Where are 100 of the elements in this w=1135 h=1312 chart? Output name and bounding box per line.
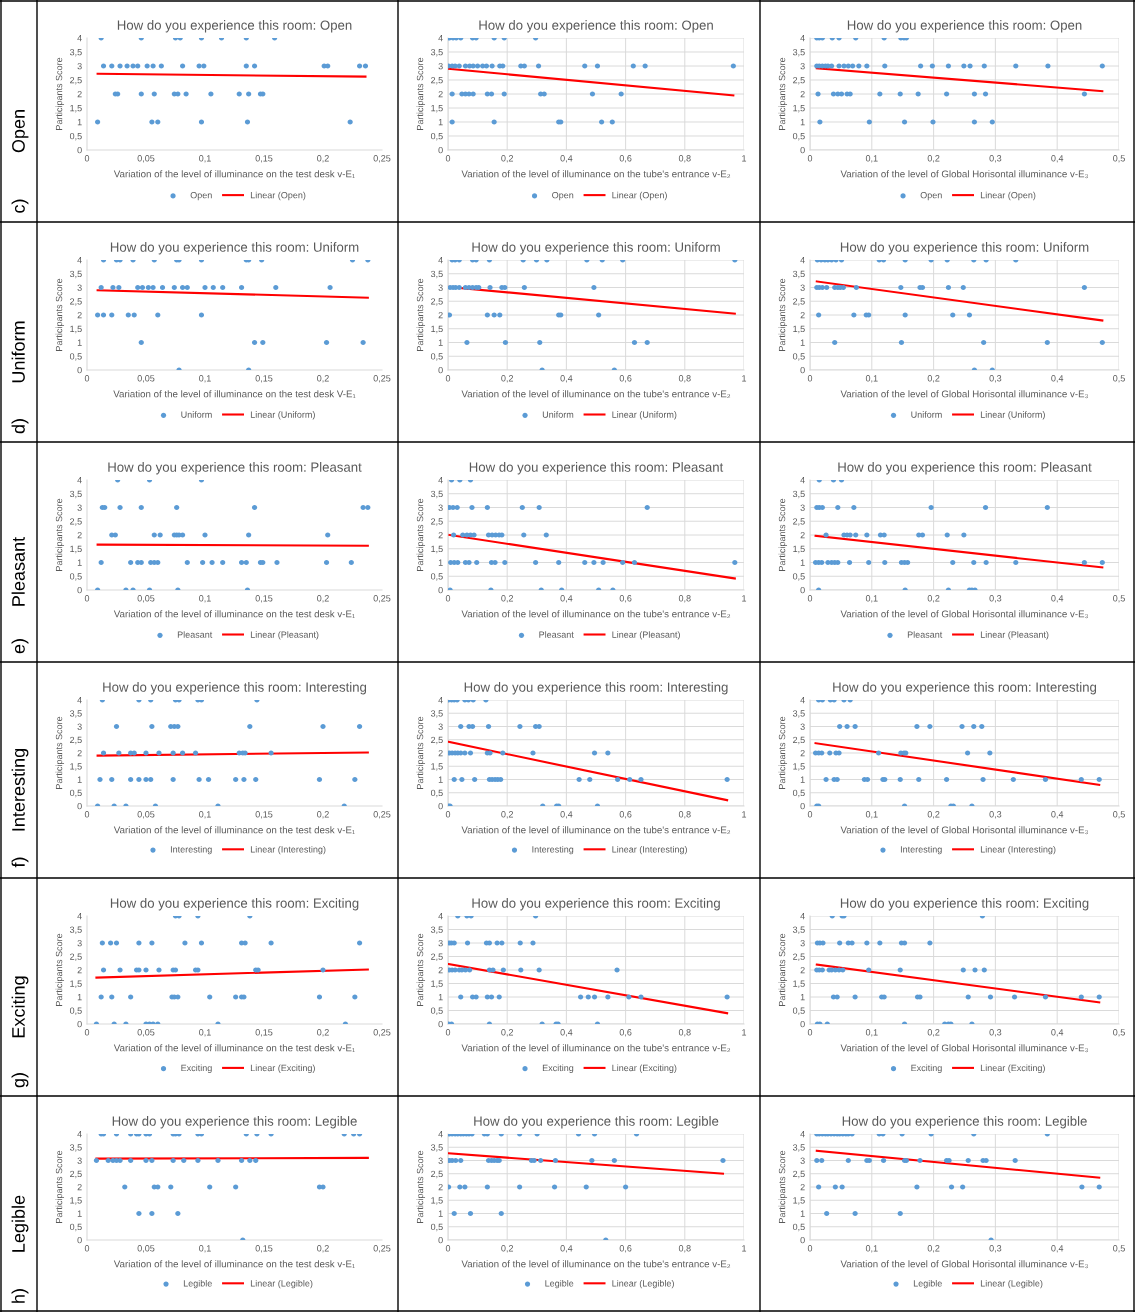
y-tick-label: 2,5 [793,736,805,745]
y-axis-title: Participants Score [416,57,426,130]
legend-label: Linear (Pleasant) [980,631,1049,640]
x-axis-title: Variation of the level of Global Horisontal illuminance v-E₃ [840,170,1088,179]
text: f) [11,857,29,868]
y-tick-label: 2 [77,1183,82,1191]
x-axis-title: Variation of the level of illuminance on the tube's entrance v-E₂ [461,1044,731,1053]
y-tick-label: 0 [77,802,82,810]
y-tick-label: 2 [800,749,805,757]
y-tick-label: 4 [800,257,805,264]
legend-label: Open [920,191,942,201]
x-tick-label: 0,2 [317,1029,329,1037]
x-tick-label: 0,2 [501,595,514,603]
x-tick-label: 0,6 [619,375,632,383]
x-tick-label: 0 [807,155,813,162]
y-tick-label: 3 [77,723,82,730]
chart-title: How do you experience this room: Uniform [110,242,359,255]
y-tick-label: 3,5 [792,710,805,718]
text: e) [11,639,29,654]
y-axis-title: Participants Score [778,498,788,571]
x-tick-label: 0,25 [373,1029,391,1037]
y-tick-label: 2,5 [70,518,82,526]
y-tick-label: 3 [438,939,443,947]
y-tick-label: 1,5 [793,763,805,771]
y-tick-label: 2 [800,90,805,98]
x-tick-label: 0 [84,375,90,382]
y-tick-label: 3 [438,1157,443,1164]
y-tick-label: 0 [800,1020,805,1028]
y-tick-label: 2 [438,749,443,757]
y-tick-label: 3 [438,504,443,511]
y-tick-label: 4 [800,477,805,484]
x-tick-label: 0,1 [865,375,878,383]
y-tick-label: 3,5 [69,270,82,279]
y-tick-label: 0 [800,802,805,810]
legend-label: Open [552,191,574,201]
x-tick-label: 0,8 [678,375,691,383]
chart-title: How do you experience this room: Pleasant [469,462,724,475]
x-tick-label: 0 [445,155,451,162]
x-tick-label: 0,2 [317,811,329,819]
y-axis-title: Participants Score [55,933,65,1006]
y-tick-label: 1,5 [431,1197,443,1205]
x-tick-label: 0,2 [927,375,940,383]
x-tick-label: 0,1 [865,1245,878,1253]
legend-label: Linear (Exciting) [250,1064,315,1073]
x-tick-label: 0 [84,595,90,602]
y-axis-title: Participants Score [416,278,426,351]
chart-title: How do you experience this room: Exciting [110,898,359,911]
y-tick-label: 1 [800,776,805,783]
y-tick-label: 0,5 [69,1007,82,1015]
x-tick-label: 0,25 [373,811,391,819]
x-tick-label: 0,6 [619,595,632,603]
y-axis-title: Participants Score [778,933,788,1006]
chart-title: How do you experience this room: Open [479,20,713,33]
x-tick-label: 1 [742,155,747,162]
y-tick-label: 1,5 [70,545,82,554]
y-tick-label: 2 [77,966,82,974]
legend-label: Linear (Exciting) [980,1064,1045,1073]
x-tick-label: 0 [807,811,813,818]
chart-title: How do you experience this room: Exciting [840,898,1089,911]
x-tick-label: 0,25 [373,595,391,603]
x-axis-title: Variation of the level of Global Horisontal illuminance v-E₃ [840,610,1088,619]
chart-title: How do you experience this room: Open [847,20,1082,33]
x-tick-label: 0 [807,595,813,602]
y-tick-label: 0,5 [69,1223,82,1232]
x-tick-label: 0,2 [317,375,329,383]
x-axis-title: Variation of the level of Global Horisontal illuminance v-E₃ [840,1260,1088,1269]
x-axis-title: Variation of the level of illuminance on the tube's entrance v-E₂ [461,610,731,619]
y-tick-label: 4 [438,913,443,920]
x-tick-label: 0,4 [560,1029,573,1037]
x-tick-label: 0,4 [1051,155,1064,163]
x-tick-label: 0,1 [865,1029,878,1037]
y-tick-label: 2 [438,966,443,974]
y-tick-label: 1 [77,1210,82,1217]
x-tick-label: 0,15 [255,1245,273,1253]
x-tick-label: 0,8 [678,155,691,163]
y-tick-label: 3 [800,284,805,291]
x-tick-label: 0,2 [317,1245,329,1253]
legend-label: Linear (Uniform) [980,411,1045,420]
y-axis-title: Participants Score [416,1150,426,1223]
y-tick-label: 2 [800,311,805,319]
y-tick-label: 0 [438,586,443,594]
y-tick-label: 3,5 [69,926,82,934]
x-tick-label: 0 [84,1245,90,1252]
x-tick-label: 0,25 [373,375,391,383]
y-tick-label: 2 [438,531,443,539]
y-tick-label: 2,5 [70,953,82,961]
x-tick-label: 0,8 [678,595,691,603]
y-tick-label: 0,5 [430,1007,443,1015]
y-tick-label: 2,5 [793,518,805,526]
y-tick-label: 1 [77,339,82,346]
y-tick-label: 1,5 [70,980,82,988]
y-tick-label: 1,5 [793,1197,805,1205]
y-tick-label: 2,5 [431,736,443,745]
x-tick-label: 0,3 [989,375,1002,383]
x-tick-label: 0 [445,811,451,818]
x-axis-title: Variation of the level of Global Horisontal illuminance v-E₃ [840,826,1088,835]
legend-label: Linear (Open) [250,191,306,201]
y-tick-label: 0 [77,1020,82,1028]
chart-title: How do you experience this room: Pleasant [108,462,362,475]
x-tick-label: 0,3 [989,1245,1002,1253]
